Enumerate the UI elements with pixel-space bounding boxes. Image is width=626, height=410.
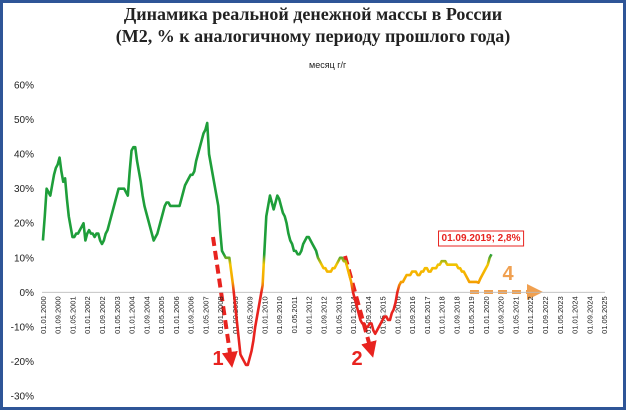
x-tick-label: 01.01.2004	[128, 296, 137, 334]
y-tick-label: -30%	[11, 392, 34, 403]
y-tick-label: -10%	[11, 322, 34, 333]
y-tick-label: 20%	[14, 219, 34, 230]
x-tick-label: 01.01.2000	[39, 296, 48, 334]
x-tick-label: 01.01.2010	[260, 296, 269, 334]
x-tick-label: 01.05.2025	[600, 296, 609, 334]
x-tick-label: 01.05.2009	[246, 296, 255, 334]
x-tick-label: 01.05.2003	[113, 296, 122, 334]
x-tick-label: 01.01.2014	[349, 296, 358, 334]
chart-subtitle: (М2, % к аналогичному периоду прошлого г…	[116, 26, 511, 47]
data-line	[41, 121, 493, 367]
x-tick-label: 01.09.2020	[497, 296, 506, 334]
y-tick-label: 10%	[14, 253, 34, 264]
x-tick-label: 01.05.2005	[157, 296, 166, 334]
y-tick-label: 0%	[20, 288, 35, 299]
x-tick-label: 01.09.2024	[585, 296, 594, 334]
x-tick-label: 01.09.2012	[320, 296, 329, 334]
annotation-box	[438, 230, 525, 247]
x-tick-label: 01.05.2017	[423, 296, 432, 334]
x-tick-label: 01.09.2016	[408, 296, 417, 334]
x-tick-label: 01.01.2018	[438, 296, 447, 334]
annotation: 1	[212, 348, 223, 370]
x-tick-label: 01.01.2022	[526, 296, 535, 334]
legend-label: месяц г/г	[309, 60, 347, 70]
x-tick-label: 01.01.2024	[571, 296, 580, 334]
x-tick-label: 01.01.2012	[305, 296, 314, 334]
annotation: 4	[502, 263, 514, 285]
x-tick-label: 01.05.2013	[334, 296, 343, 334]
y-tick-label: 60%	[14, 81, 34, 92]
x-tick-label: 01.05.2007	[201, 296, 210, 334]
y-tick-label: 30%	[14, 184, 34, 195]
x-tick-label: 01.01.2006	[172, 296, 181, 334]
x-tick-label: 01.05.2019	[467, 296, 476, 334]
x-tick-label: 01.01.2020	[482, 296, 491, 334]
x-tick-label: 01.09.2022	[541, 296, 550, 334]
y-tick-label: -20%	[11, 357, 34, 368]
x-tick-label: 01.09.2002	[98, 296, 107, 334]
x-tick-label: 01.01.2016	[393, 296, 402, 334]
x-tick-label: 01.05.2021	[511, 296, 520, 334]
x-tick-label: 01.05.2023	[556, 296, 565, 334]
annotation: 01.09.2019; 2,8%	[442, 233, 521, 244]
x-tick-label: 01.09.2010	[275, 296, 284, 334]
x-tick-label: 01.09.2004	[142, 296, 151, 334]
arrow	[211, 236, 238, 368]
x-tick-label: 01.09.2014	[364, 296, 373, 334]
x-tick-label: 01.01.2002	[83, 296, 92, 334]
x-tick-label: 01.05.2011	[290, 296, 299, 333]
y-tick-label: 40%	[14, 150, 34, 161]
x-tick-label: 01.09.2006	[187, 296, 196, 334]
x-tick-label: 01.05.2001	[68, 296, 77, 334]
chart-title: Динамика реальной денежной массы в Росси…	[124, 4, 502, 24]
x-tick-label: 01.05.2015	[379, 296, 388, 334]
x-tick-label: 01.01.2008	[216, 296, 225, 334]
x-tick-label: 01.09.2018	[452, 296, 461, 334]
y-tick-label: 50%	[14, 115, 34, 126]
annotation: 2	[351, 348, 362, 370]
x-tick-label: 01.09.2000	[54, 296, 63, 334]
